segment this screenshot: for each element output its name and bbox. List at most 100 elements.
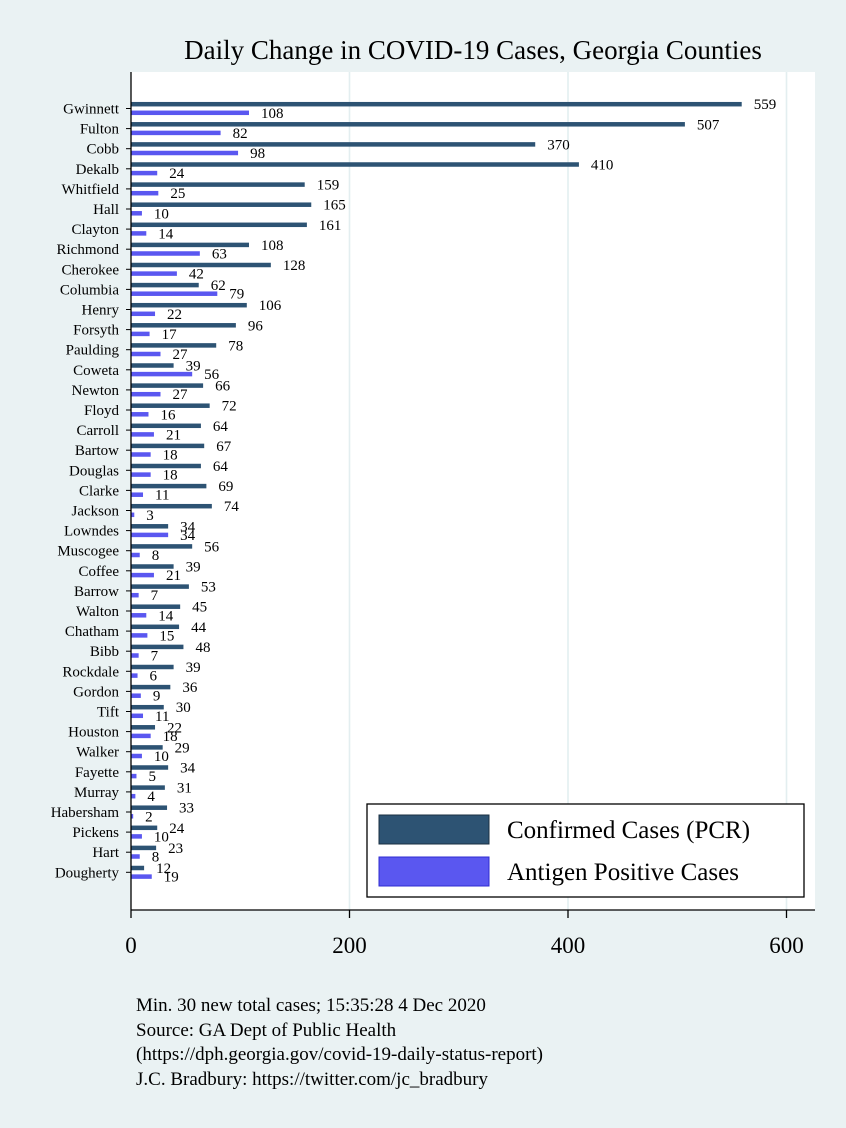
- bar-pcr: [131, 202, 312, 207]
- y-tick-label: Forsyth: [73, 323, 119, 339]
- bar-pcr: [131, 845, 157, 851]
- value-label-antigen: 7: [151, 649, 159, 665]
- bar-pcr: [131, 262, 271, 268]
- value-label-pcr: 64: [213, 459, 229, 475]
- bar-pcr: [131, 403, 210, 408]
- y-tick-label: Floyd: [84, 403, 120, 419]
- bar-pcr: [131, 524, 169, 529]
- value-label-antigen: 18: [163, 448, 178, 464]
- footnotes: Min. 30 new total cases; 15:35:28 4 Dec …: [136, 994, 543, 1092]
- bar-antigen: [131, 190, 159, 196]
- y-tick-label: Douglas: [69, 463, 119, 479]
- value-label-pcr: 410: [591, 158, 614, 174]
- value-label-antigen: 98: [250, 146, 265, 162]
- bar-pcr: [131, 825, 158, 831]
- legend-swatch-antigen: [378, 856, 490, 887]
- value-label-pcr: 31: [177, 781, 192, 797]
- value-label-pcr: 78: [228, 338, 243, 354]
- value-label-pcr: 39: [186, 560, 201, 576]
- y-tick-label: Chatham: [65, 624, 119, 640]
- bar-pcr: [131, 865, 145, 871]
- bar-antigen: [131, 211, 142, 216]
- value-label-antigen: 27: [172, 347, 188, 363]
- bar-pcr: [131, 765, 169, 770]
- y-tick-label: Clarke: [79, 483, 119, 499]
- y-tick-label: Fayette: [75, 765, 119, 781]
- value-label-pcr: 507: [697, 117, 720, 133]
- value-label-antigen: 10: [154, 749, 169, 765]
- bar-pcr: [131, 503, 212, 509]
- value-label-antigen: 14: [158, 226, 174, 242]
- value-label-antigen: 8: [152, 548, 160, 564]
- y-tick-label: Gordon: [73, 684, 119, 700]
- value-label-antigen: 21: [166, 427, 181, 443]
- bar-antigen: [131, 170, 158, 176]
- bar-pcr: [131, 785, 165, 790]
- bar-pcr: [131, 142, 536, 147]
- y-tick-label: Hall: [93, 202, 119, 218]
- value-label-pcr: 67: [216, 439, 232, 455]
- y-tick-label: Rockdale: [62, 664, 119, 680]
- bar-antigen: [131, 432, 154, 437]
- y-tick-label: Fulton: [80, 122, 120, 138]
- x-tick-label: 200: [332, 933, 367, 958]
- bar-pcr: [131, 805, 168, 810]
- bar-pcr: [131, 383, 204, 388]
- bar-antigen: [131, 753, 142, 759]
- y-tick-label: Hart: [92, 845, 119, 861]
- value-label-antigen: 18: [163, 729, 178, 745]
- gridlines: [348, 72, 788, 910]
- y-tick-label: Pickens: [72, 825, 119, 841]
- legend-label-pcr: Confirmed Cases (PCR): [507, 817, 750, 844]
- bar-antigen: [131, 311, 156, 317]
- bar-pcr: [131, 544, 193, 549]
- value-label-antigen: 2: [145, 809, 153, 825]
- value-label-pcr: 128: [283, 258, 306, 274]
- bar-pcr: [131, 624, 180, 630]
- bar-antigen: [131, 653, 139, 658]
- bar-pcr: [131, 242, 249, 248]
- footnote-line: (https://dph.georgia.gov/covid-19-daily-…: [136, 1044, 544, 1065]
- bar-pcr: [131, 101, 742, 107]
- bar-pcr: [131, 323, 236, 328]
- value-label-antigen: 63: [212, 247, 227, 263]
- value-label-pcr: 56: [204, 539, 220, 555]
- y-tick-label: Dougherty: [55, 865, 120, 881]
- y-tick-label: Cobb: [86, 142, 119, 158]
- bar-pcr: [131, 483, 207, 489]
- value-label-antigen: 9: [153, 689, 161, 705]
- bar-antigen: [131, 854, 140, 859]
- bar-antigen: [131, 130, 221, 136]
- bar-antigen: [131, 532, 169, 538]
- bar-antigen: [131, 733, 151, 739]
- y-tick-label: Coffee: [78, 564, 119, 580]
- value-label-pcr: 72: [222, 399, 237, 415]
- bar-pcr: [131, 423, 201, 429]
- chart-title: Daily Change in COVID-19 Cases, Georgia …: [184, 35, 762, 65]
- bar-antigen: [131, 773, 137, 779]
- y-tick-label: Jackson: [72, 504, 120, 520]
- value-label-pcr: 36: [182, 680, 198, 696]
- bar-antigen: [131, 371, 193, 377]
- value-label-pcr: 39: [186, 359, 201, 375]
- value-label-pcr: 108: [261, 238, 284, 254]
- x-tick-label: 0: [125, 933, 137, 958]
- value-label-pcr: 66: [215, 379, 231, 395]
- y-tick-label: Bartow: [75, 443, 119, 459]
- value-label-antigen: 27: [172, 387, 188, 403]
- value-label-pcr: 96: [248, 318, 264, 334]
- bar-antigen: [131, 271, 177, 276]
- bar-antigen: [131, 613, 147, 618]
- y-tick-label: Richmond: [57, 242, 120, 258]
- y-tick-label: Houston: [68, 725, 119, 741]
- value-label-pcr: 106: [259, 298, 282, 314]
- value-label-antigen: 56: [204, 367, 220, 383]
- footnote-line: J.C. Bradbury: https://twitter.com/jc_br…: [136, 1068, 488, 1090]
- value-label-pcr: 30: [176, 700, 191, 716]
- value-label-pcr: 39: [186, 660, 201, 676]
- legend: Confirmed Cases (PCR) Antigen Positive C…: [366, 803, 805, 898]
- value-label-pcr: 12: [156, 861, 171, 877]
- value-label-pcr: 44: [191, 620, 207, 636]
- bar-antigen: [131, 110, 249, 116]
- value-label-antigen: 10: [154, 829, 169, 845]
